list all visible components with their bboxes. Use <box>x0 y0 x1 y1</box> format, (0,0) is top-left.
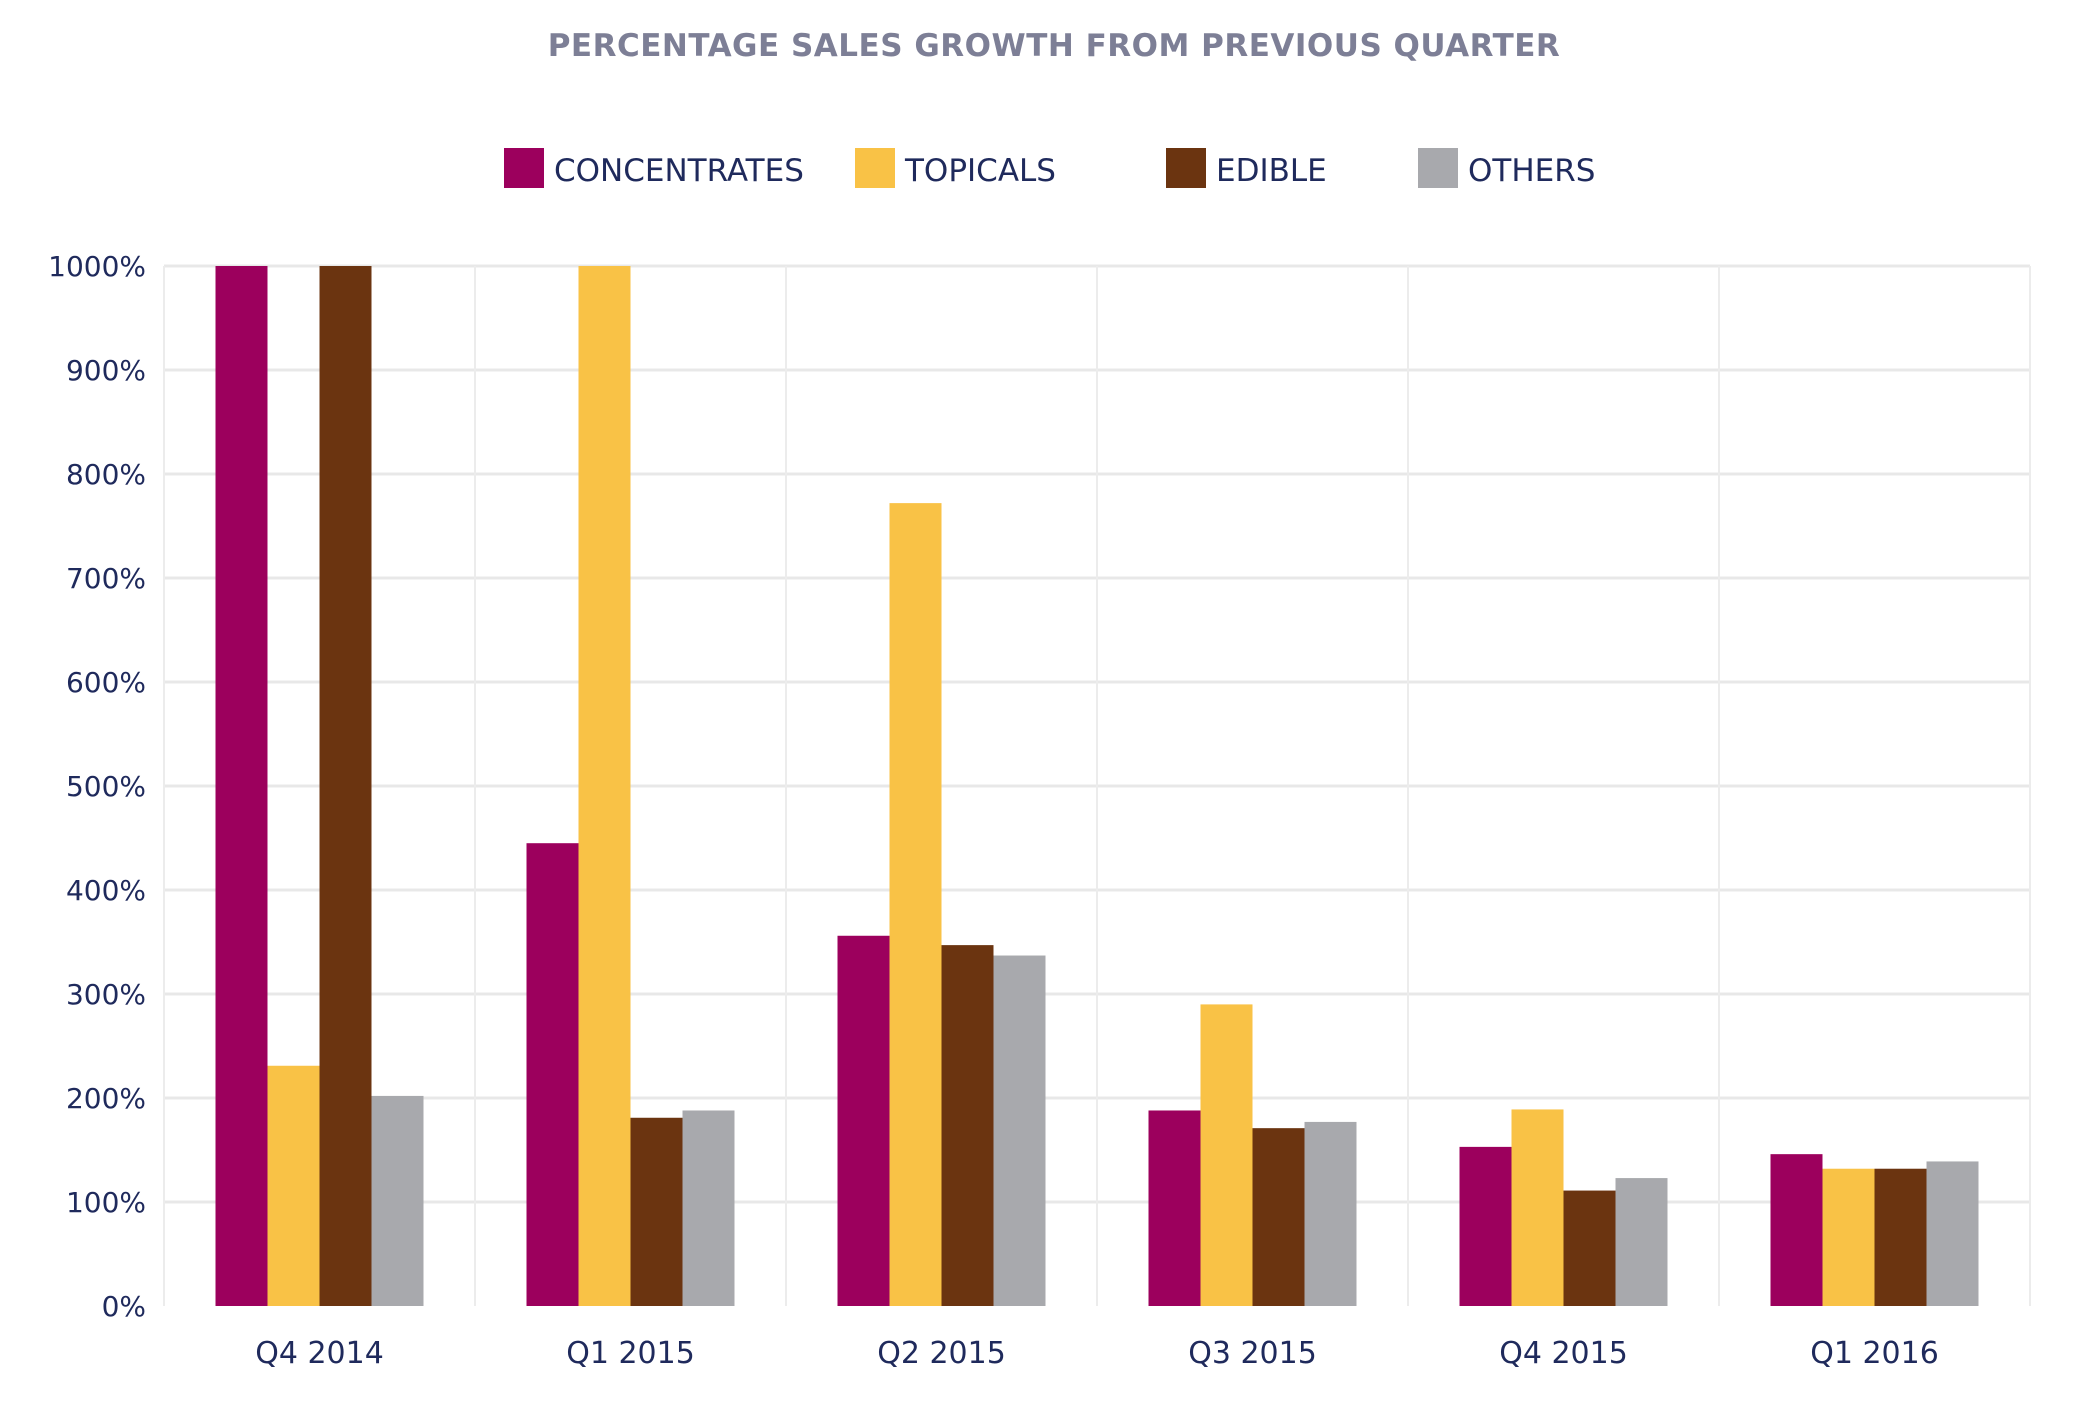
y-tick-label: 300% <box>66 978 146 1011</box>
bar-concentrates-q1-2016 <box>1770 1154 1823 1306</box>
bar-concentrates-q4-2014 <box>215 266 268 1306</box>
bar-concentrates-q2-2015 <box>837 935 890 1306</box>
bar-concentrates-q1-2015 <box>526 843 579 1306</box>
bar-topicals-q1-2016 <box>1822 1168 1875 1306</box>
legend-swatch <box>1166 148 1206 188</box>
bar-edible-q4-2015 <box>1563 1190 1616 1306</box>
bar-topicals-q2-2015 <box>889 503 942 1306</box>
x-tick-label: Q2 2015 <box>877 1336 1006 1371</box>
x-tick-label: Q3 2015 <box>1188 1336 1317 1371</box>
y-tick-label: 800% <box>66 458 146 491</box>
y-axis: 0% 100% 200% 300% 400% 500% 600% 700% 800% 900% 10… <box>48 250 146 1323</box>
y-tick-label: 100% <box>66 1186 146 1219</box>
grid <box>163 264 2031 1306</box>
legend-label: CONCENTRATES <box>554 153 804 189</box>
legend-item-concentrates: CONCENTRATES <box>504 148 804 189</box>
legend-item-topicals: TOPICALS <box>855 148 1056 189</box>
bar-concentrates-q3-2015 <box>1148 1110 1201 1306</box>
bar-edible-q1-2016 <box>1874 1168 1927 1306</box>
x-tick-label: Q1 2015 <box>566 1336 695 1371</box>
y-tick-label: 400% <box>66 874 146 907</box>
y-tick-label: 1000% <box>48 250 146 283</box>
bar-others-q2-2015 <box>993 955 1046 1306</box>
bar-edible-q3-2015 <box>1252 1128 1305 1306</box>
bar-others-q4-2015 <box>1615 1178 1668 1306</box>
x-tick-label: Q4 2015 <box>1499 1336 1628 1371</box>
legend-swatch <box>855 148 895 188</box>
legend-item-others: OTHERS <box>1418 148 1595 189</box>
legend-label: TOPICALS <box>904 153 1056 189</box>
y-tick-label: 500% <box>66 770 146 803</box>
y-tick-label: 600% <box>66 666 146 699</box>
bars <box>215 266 1979 1306</box>
y-tick-label: 200% <box>66 1082 146 1115</box>
legend: CONCENTRATES TOPICALS EDIBLE OTHERS <box>504 148 1595 189</box>
bar-edible-q2-2015 <box>941 945 994 1306</box>
legend-swatch <box>1418 148 1458 188</box>
bar-topicals-q3-2015 <box>1200 1004 1253 1306</box>
bar-others-q1-2016 <box>1926 1161 1979 1306</box>
y-tick-label: 700% <box>66 562 146 595</box>
bar-edible-q1-2015 <box>630 1117 683 1306</box>
bar-concentrates-q4-2015 <box>1459 1146 1512 1306</box>
bar-topicals-q4-2014 <box>267 1065 320 1306</box>
legend-label: EDIBLE <box>1216 153 1327 189</box>
bar-others-q1-2015 <box>682 1110 735 1306</box>
y-tick-label: 0% <box>102 1290 146 1323</box>
legend-label: OTHERS <box>1468 153 1595 189</box>
bar-topicals-q4-2015 <box>1511 1109 1564 1306</box>
y-tick-label: 900% <box>66 354 146 387</box>
x-tick-label: Q4 2014 <box>255 1336 384 1371</box>
bar-others-q4-2014 <box>371 1095 424 1306</box>
chart-title: PERCENTAGE SALES GROWTH FROM PREVIOUS QU… <box>548 28 1561 64</box>
x-axis: Q4 2014 Q1 2015 Q2 2015 Q3 2015 Q4 2015 Q1 20… <box>255 1336 1939 1371</box>
bar-topicals-q1-2015 <box>578 266 631 1306</box>
x-tick-label: Q1 2016 <box>1810 1336 1939 1371</box>
legend-item-edible: EDIBLE <box>1166 148 1327 189</box>
legend-swatch <box>504 148 544 188</box>
bar-edible-q4-2014 <box>319 266 372 1306</box>
bar-others-q3-2015 <box>1304 1121 1357 1306</box>
